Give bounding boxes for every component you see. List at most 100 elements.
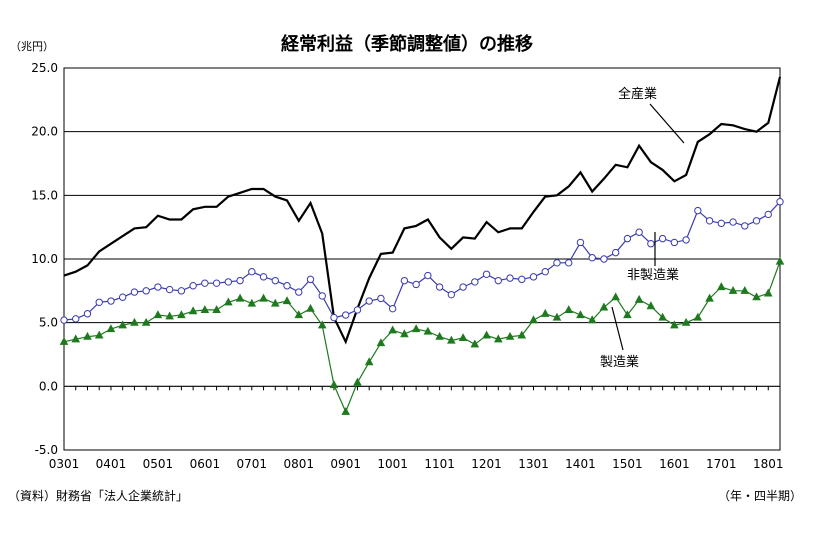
x-tick-label: 0601 [190, 457, 221, 471]
data-point-nonmfg [283, 282, 291, 290]
data-point-mfg [693, 312, 703, 321]
data-point-nonmfg [588, 254, 596, 262]
data-point-mfg [165, 311, 174, 320]
data-point-nonmfg [611, 248, 620, 257]
data-point-mfg [623, 310, 632, 319]
data-point-nonmfg [412, 280, 420, 289]
x-tick-label: 0901 [330, 457, 361, 471]
data-point-nonmfg [201, 279, 209, 287]
data-point-nonmfg [635, 228, 643, 236]
series-label-all: 全産業 [618, 86, 657, 102]
data-point-mfg [294, 310, 304, 319]
data-point-mfg [282, 296, 292, 305]
data-point-nonmfg [259, 273, 268, 281]
data-point-nonmfg [459, 283, 467, 291]
data-point-mfg [423, 326, 433, 335]
x-tick-label: 0301 [49, 457, 80, 471]
data-point-mfg [599, 302, 609, 311]
data-point-nonmfg [330, 313, 338, 322]
data-point-mfg [763, 288, 773, 297]
data-point-mfg [329, 380, 339, 389]
data-point-nonmfg [553, 259, 561, 267]
data-point-nonmfg [130, 288, 139, 296]
x-tick-label: 0501 [143, 457, 174, 471]
x-axis-ticks: 0301 0401 0501 0601 0701 0801 0901 1001 1101 1201… [49, 457, 784, 471]
data-point-mfg [200, 305, 210, 314]
data-point-mfg [306, 303, 315, 312]
data-point-nonmfg [600, 255, 608, 263]
data-point-mfg [447, 335, 456, 344]
y-axis-ticks: 25.0 20.0 15.0 10.0 5.0 0.0 -5.0 [31, 61, 58, 457]
data-point-mfg [458, 333, 468, 342]
data-point-mfg [646, 301, 656, 310]
data-point-nonmfg [447, 290, 456, 299]
data-point-nonmfg [752, 217, 761, 225]
data-point-nonmfg [776, 198, 784, 206]
series-line-all [63, 76, 782, 345]
leader-line-mfg [611, 306, 624, 351]
x-tick-label: 1801 [753, 457, 784, 471]
data-point-mfg [634, 294, 644, 303]
chart-title: 経常利益（季節調整値）の推移 [281, 33, 533, 55]
data-point-mfg [752, 292, 761, 301]
data-point-mfg [188, 306, 198, 315]
x-tick-label: 1501 [612, 457, 643, 471]
data-point-mfg [728, 286, 738, 294]
data-point-nonmfg [482, 270, 491, 278]
x-tick-label: 1301 [518, 457, 549, 471]
data-point-nonmfg [518, 275, 526, 284]
data-point-mfg [130, 317, 139, 326]
data-point-mfg [517, 330, 527, 339]
series-line-mfg [63, 261, 781, 414]
data-point-mfg [341, 406, 351, 415]
data-point-nonmfg [494, 276, 502, 285]
series-label-nonmfg: 非製造業 [627, 267, 679, 283]
y-tick-label: 10.0 [31, 252, 58, 266]
series-label-mfg: 製造業 [600, 354, 639, 370]
data-point-mfg [153, 310, 163, 319]
data-point-nonmfg [741, 222, 749, 230]
data-point-mfg [482, 330, 491, 339]
data-point-nonmfg [647, 240, 655, 248]
x-tick-label: 1201 [471, 457, 502, 471]
data-point-nonmfg [295, 288, 303, 296]
x-tick-label: 0401 [96, 457, 127, 471]
data-point-mfg [435, 331, 444, 340]
data-point-mfg [235, 293, 245, 302]
data-point-nonmfg [271, 276, 279, 285]
data-point-nonmfg [658, 234, 667, 243]
data-point-mfg [705, 293, 714, 302]
x-tick-label: 1001 [377, 457, 408, 471]
data-point-mfg [259, 293, 268, 302]
data-point-nonmfg [154, 283, 162, 291]
data-point-mfg [740, 286, 750, 294]
data-point-mfg [376, 338, 386, 347]
data-point-mfg [411, 324, 421, 333]
x-tick-label: 0701 [237, 457, 268, 471]
y-tick-label: 15.0 [31, 188, 58, 202]
data-point-mfg [564, 305, 574, 314]
data-point-nonmfg [72, 315, 80, 323]
data-point-mfg [177, 310, 186, 319]
data-point-mfg [611, 292, 620, 301]
data-point-nonmfg [506, 274, 514, 282]
data-point-nonmfg [83, 310, 92, 318]
data-point-mfg [587, 315, 597, 324]
data-point-mfg [83, 331, 92, 340]
y-tick-label: 20.0 [31, 125, 58, 139]
data-point-nonmfg [236, 276, 244, 285]
x-unit-label: （年・四半期） [718, 489, 802, 503]
data-point-nonmfg [342, 311, 350, 319]
data-point-mfg [247, 298, 257, 307]
data-point-mfg [505, 331, 515, 340]
data-point-nonmfg [705, 217, 714, 225]
x-tick-label: 0801 [283, 457, 314, 471]
data-point-nonmfg [248, 268, 256, 276]
data-point-nonmfg [212, 279, 221, 287]
data-point-nonmfg [565, 259, 573, 267]
data-point-nonmfg [435, 283, 444, 291]
data-point-mfg [71, 334, 81, 343]
data-point-mfg [552, 312, 562, 321]
series-mfg [59, 256, 785, 415]
data-point-nonmfg [365, 297, 373, 305]
